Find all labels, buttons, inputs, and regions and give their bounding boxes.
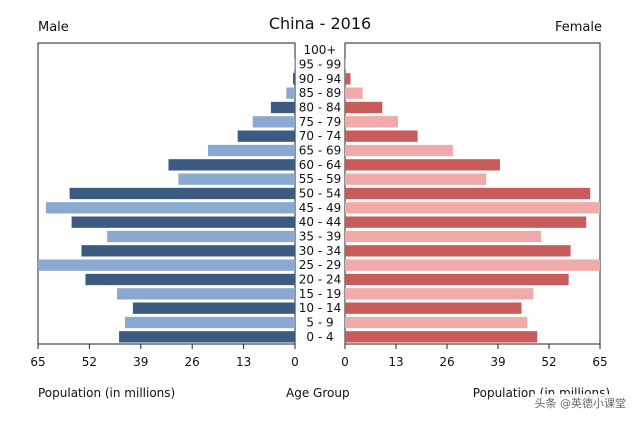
x-tick-label-male: 26 — [185, 355, 200, 369]
female-bar — [345, 73, 350, 84]
age-group-label: 50 - 54 — [299, 187, 342, 201]
male-bar — [238, 131, 295, 142]
x-tick-label-female: 13 — [388, 355, 403, 369]
x-tick-label-male: 13 — [236, 355, 251, 369]
male-bar — [38, 260, 295, 271]
age-group-label: 5 - 9 — [306, 316, 333, 330]
male-bar — [125, 317, 295, 328]
male-bar — [286, 88, 295, 99]
male-bar — [46, 202, 295, 213]
female-bar — [345, 131, 418, 142]
male-bar — [85, 274, 295, 285]
male-bar — [107, 231, 295, 242]
female-bar — [345, 274, 569, 285]
female-bar — [345, 303, 522, 314]
female-bar — [345, 245, 571, 256]
female-bar — [345, 231, 541, 242]
x-tick-label-male: 0 — [291, 355, 299, 369]
male-bar — [117, 288, 295, 299]
female-bar — [345, 188, 590, 199]
x-tick-label-male: 65 — [30, 355, 45, 369]
male-bar — [178, 174, 295, 185]
x-axis-label-center: Age Group — [286, 386, 350, 400]
male-bar — [70, 188, 295, 199]
x-tick-label-male: 39 — [133, 355, 148, 369]
x-tick-label-female: 0 — [341, 355, 349, 369]
male-bar — [208, 145, 295, 156]
female-bar — [345, 202, 600, 213]
female-bar — [345, 174, 486, 185]
age-group-label: 45 - 49 — [299, 201, 342, 215]
x-tick-label-female: 52 — [541, 355, 556, 369]
female-bar — [345, 88, 363, 99]
male-bar — [271, 102, 295, 113]
male-bar — [81, 245, 295, 256]
male-bar — [72, 217, 295, 228]
x-tick-label-female: 39 — [490, 355, 505, 369]
female-bar — [345, 159, 500, 170]
age-group-label: 55 - 59 — [299, 172, 342, 186]
female-bar — [345, 59, 346, 70]
age-group-label: 75 - 79 — [299, 115, 342, 129]
watermark: 头条 @英德小课堂 — [531, 394, 631, 412]
male-bar — [168, 159, 295, 170]
age-group-label: 100+ — [304, 43, 337, 57]
age-group-label: 70 - 74 — [299, 129, 342, 143]
age-group-label: 60 - 64 — [299, 158, 342, 172]
male-bar — [119, 331, 295, 342]
age-group-label: 35 - 39 — [299, 230, 342, 244]
male-bar — [253, 116, 295, 127]
age-group-label: 15 - 19 — [299, 287, 342, 301]
male-bar — [133, 303, 295, 314]
male-bar — [293, 73, 295, 84]
age-group-label: 90 - 94 — [299, 72, 342, 86]
female-bar — [345, 116, 398, 127]
female-bar — [345, 260, 600, 271]
x-axis-label-left: Population (in millions) — [38, 386, 175, 400]
age-group-label: 30 - 34 — [299, 244, 342, 258]
female-bar — [345, 145, 453, 156]
age-group-label: 85 - 89 — [299, 86, 342, 100]
age-group-label: 65 - 69 — [299, 144, 342, 158]
age-group-label: 80 - 84 — [299, 101, 342, 115]
age-group-label: 0 - 4 — [306, 330, 333, 344]
female-bar — [345, 331, 537, 342]
age-group-label: 10 - 14 — [299, 301, 342, 315]
x-tick-label-female: 65 — [592, 355, 607, 369]
age-group-label: 40 - 44 — [299, 215, 342, 229]
x-tick-label-male: 52 — [82, 355, 97, 369]
female-bar — [345, 317, 527, 328]
female-bar — [345, 217, 586, 228]
age-group-label: 20 - 24 — [299, 273, 342, 287]
age-group-label: 25 - 29 — [299, 258, 342, 272]
female-bar — [345, 288, 533, 299]
x-tick-label-female: 26 — [439, 355, 454, 369]
age-group-label: 95 - 99 — [299, 58, 342, 72]
female-bar — [345, 102, 382, 113]
